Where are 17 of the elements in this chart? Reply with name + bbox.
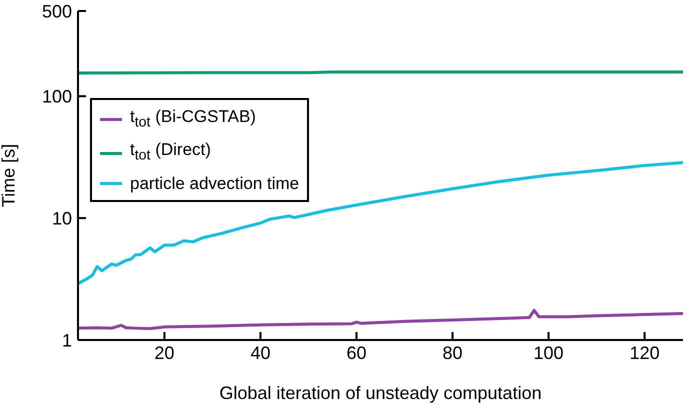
y-tick-label: 10 bbox=[52, 208, 72, 228]
y-tick-label: 100 bbox=[42, 86, 72, 107]
y-tick-label: 1 bbox=[62, 330, 72, 350]
legend-label: particle advection time bbox=[130, 172, 300, 195]
x-tick-label: 40 bbox=[250, 342, 270, 363]
x-tick-label: 60 bbox=[346, 342, 367, 363]
y-axis-title: Time [s] bbox=[0, 144, 18, 208]
y-tick-label: 500 bbox=[42, 1, 72, 22]
legend-label: t$_{tot}$ (Bi-CGSTAB) bbox=[130, 106, 256, 132]
x-axis-title: Global iteration of unsteady computation bbox=[219, 383, 542, 403]
x-tick-label: 120 bbox=[630, 342, 660, 363]
legend-label: t$_{tot}$ (Direct) bbox=[130, 139, 211, 166]
line-series bbox=[78, 308, 683, 330]
line-series bbox=[78, 161, 683, 286]
x-tick-label: 20 bbox=[154, 342, 174, 363]
x-tick-label: 100 bbox=[534, 342, 564, 363]
x-tick-label: 80 bbox=[442, 342, 463, 363]
